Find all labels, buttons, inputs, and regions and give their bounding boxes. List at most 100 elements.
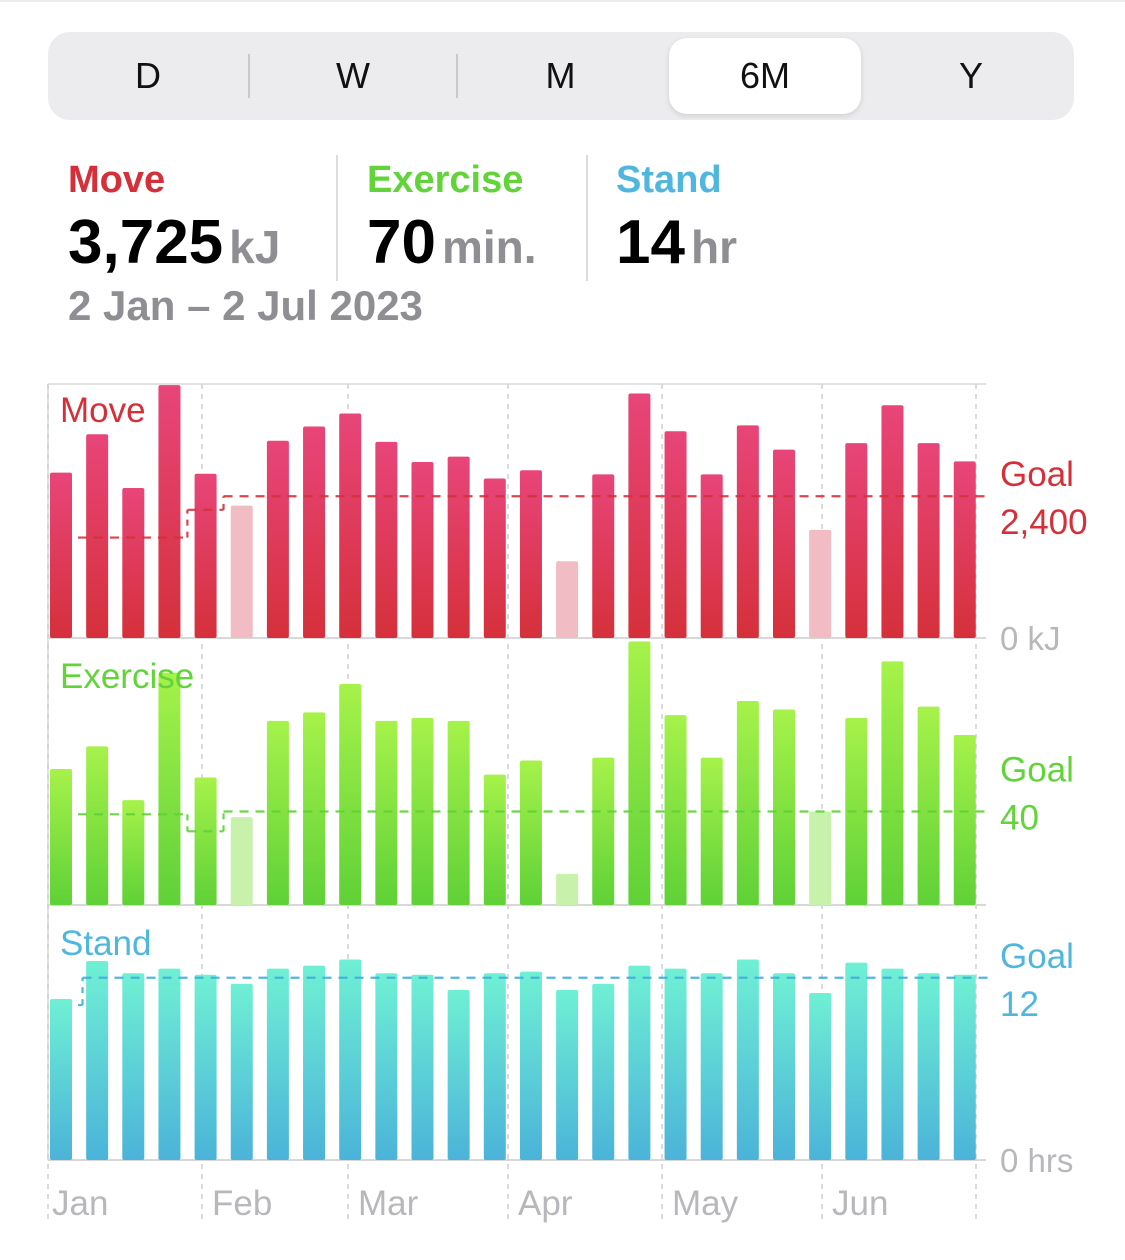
move-bar [339, 413, 362, 638]
exercise-bar [736, 701, 759, 905]
stand-zero-label: 0 hrs [1000, 1142, 1073, 1179]
segment-month[interactable]: M [545, 55, 576, 96]
exercise-bar [447, 720, 470, 905]
exercise-bar [230, 817, 253, 905]
stand-bar [953, 974, 976, 1160]
move-zero-label: 0 kJ [1000, 620, 1061, 657]
move-bar [519, 470, 542, 638]
month-tick-label: Feb [212, 1184, 272, 1223]
stand-bar [266, 968, 289, 1160]
stand-bar [194, 974, 217, 1160]
exercise-bar [628, 641, 651, 905]
move-bar [845, 443, 868, 638]
time-range-segmented-control: D W M 6M Y [48, 32, 1074, 120]
date-range: 2 Jan – 2 Jul 2023 [68, 282, 423, 329]
move-bar [194, 473, 217, 638]
stand-summary-unit: hr [690, 221, 737, 273]
move-bar [122, 487, 145, 638]
move-bar [700, 474, 723, 638]
move-goal-value: 2,400 [1000, 503, 1088, 542]
activity-chart: Move Goal 2,400 0 kJ Exercise Goal 40 Stand Goal… [47, 383, 1088, 1223]
exercise-goal-value: 40 [1000, 799, 1039, 838]
summary-divider [586, 155, 588, 281]
segment-divider [456, 54, 458, 98]
stand-goal-value: 12 [1000, 985, 1039, 1024]
stand-bar [881, 968, 904, 1160]
exercise-bar [556, 873, 579, 905]
month-tick-label: Apr [518, 1184, 573, 1223]
exercise-bar [303, 712, 326, 905]
move-bar [483, 478, 506, 638]
exercise-bar [122, 800, 145, 905]
move-bar [556, 561, 579, 638]
segment-week[interactable]: W [336, 55, 370, 96]
stand-bar [375, 973, 398, 1160]
move-panel-title: Move [60, 391, 146, 430]
move-summary: Move 3,725 kJ [68, 155, 280, 278]
exercise-bar [519, 760, 542, 905]
move-bar [881, 405, 904, 638]
summary-divider [336, 155, 338, 281]
exercise-bar [953, 735, 976, 905]
segment-6-months[interactable]: 6M [669, 38, 861, 114]
stand-summary-label: Stand [616, 159, 722, 201]
move-summary-value: 3,725 [68, 208, 224, 277]
stand-bar [519, 971, 542, 1160]
move-summary-value-row: 3,725 kJ [68, 207, 280, 278]
move-bar [50, 472, 72, 638]
month-tick-label: May [672, 1184, 739, 1223]
move-bar [411, 461, 434, 638]
move-bar [86, 434, 109, 638]
stand-bar [122, 973, 145, 1160]
stand-summary-value: 14 [616, 208, 685, 277]
stand-panel-title: Stand [60, 924, 151, 963]
exercise-goal-label: Goal [1000, 751, 1074, 790]
stand-summary: Stand 14 hr [616, 155, 737, 278]
stand-bar [773, 973, 795, 1160]
exercise-bar [375, 720, 398, 905]
stand-summary-value-row: 14 hr [616, 207, 737, 278]
move-summary-unit: kJ [229, 221, 281, 273]
exercise-bar [86, 746, 109, 905]
exercise-bar [483, 774, 506, 905]
exercise-panel-title: Exercise [60, 657, 194, 696]
stand-bar [556, 989, 579, 1160]
move-bar [917, 443, 940, 638]
stand-bar [664, 968, 687, 1160]
move-bar [809, 529, 832, 638]
exercise-bar [339, 684, 362, 905]
move-bar [375, 441, 398, 638]
stand-bar [736, 959, 759, 1160]
stand-bar [86, 961, 109, 1160]
stand-bar [411, 974, 434, 1160]
move-bar [158, 385, 181, 638]
exercise-bar [881, 661, 904, 905]
stand-bar [230, 983, 253, 1160]
move-bar [230, 505, 253, 638]
stand-bar [303, 965, 326, 1160]
move-bar [303, 426, 326, 638]
move-goal-label: Goal [1000, 455, 1074, 494]
month-tick-label: Jun [832, 1184, 888, 1223]
exercise-bar [664, 715, 687, 905]
exercise-bar [592, 757, 615, 905]
stand-bar [50, 999, 72, 1160]
exercise-bar [266, 720, 289, 905]
exercise-bar [809, 811, 832, 905]
segment-divider [248, 54, 250, 98]
stand-bar [592, 983, 615, 1160]
exercise-bar [158, 672, 181, 905]
exercise-summary-value-row: 70 min. [367, 207, 537, 278]
month-tick-label: Jan [52, 1184, 108, 1223]
exercise-summary-label: Exercise [367, 159, 524, 201]
exercise-summary: Exercise 70 min. [367, 155, 537, 278]
move-bar [773, 449, 795, 638]
exercise-bar [700, 757, 723, 905]
top-separator [0, 0, 1125, 2]
segment-day[interactable]: D [135, 55, 161, 96]
stand-bar [845, 962, 868, 1160]
segment-year[interactable]: Y [958, 55, 983, 96]
stand-bar [447, 989, 470, 1160]
stand-bar [339, 959, 362, 1160]
month-tick-label: Mar [358, 1184, 419, 1223]
